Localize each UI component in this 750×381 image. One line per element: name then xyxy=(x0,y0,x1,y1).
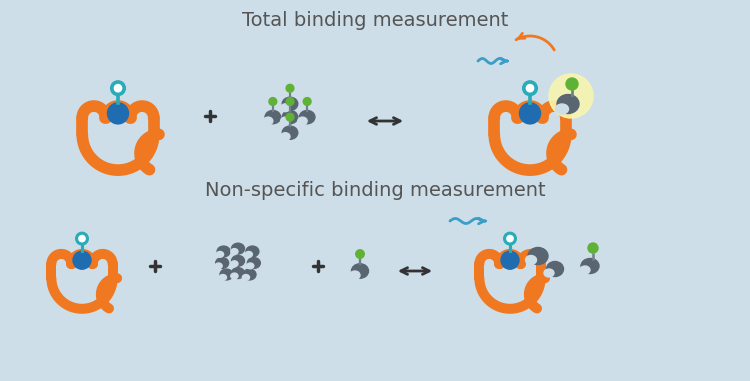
Ellipse shape xyxy=(280,104,290,112)
Ellipse shape xyxy=(248,258,260,268)
Circle shape xyxy=(111,81,125,96)
Ellipse shape xyxy=(247,263,254,269)
Circle shape xyxy=(520,103,541,124)
Ellipse shape xyxy=(246,246,259,257)
Ellipse shape xyxy=(231,273,238,279)
Text: Non-specific binding measurement: Non-specific binding measurement xyxy=(205,181,545,200)
Ellipse shape xyxy=(242,275,250,280)
Ellipse shape xyxy=(557,94,579,114)
Circle shape xyxy=(504,232,516,245)
Ellipse shape xyxy=(280,117,290,125)
Ellipse shape xyxy=(580,266,590,274)
Circle shape xyxy=(286,113,294,121)
Ellipse shape xyxy=(282,126,298,139)
Ellipse shape xyxy=(299,110,315,124)
Ellipse shape xyxy=(220,269,233,280)
Ellipse shape xyxy=(231,261,238,267)
Ellipse shape xyxy=(217,251,223,257)
Circle shape xyxy=(501,251,519,269)
Ellipse shape xyxy=(217,246,230,257)
Ellipse shape xyxy=(265,110,280,124)
Circle shape xyxy=(286,98,294,106)
Circle shape xyxy=(73,251,91,269)
Circle shape xyxy=(76,232,88,245)
Ellipse shape xyxy=(556,104,568,114)
Circle shape xyxy=(588,243,598,253)
Ellipse shape xyxy=(282,97,298,110)
Ellipse shape xyxy=(232,255,244,266)
Circle shape xyxy=(269,98,277,106)
Ellipse shape xyxy=(352,264,368,278)
Circle shape xyxy=(286,84,294,92)
Ellipse shape xyxy=(215,263,222,269)
Text: Total binding measurement: Total binding measurement xyxy=(242,11,509,30)
Ellipse shape xyxy=(243,269,256,280)
Ellipse shape xyxy=(581,258,599,274)
Ellipse shape xyxy=(232,268,244,279)
Ellipse shape xyxy=(298,117,307,125)
Circle shape xyxy=(356,250,364,258)
Circle shape xyxy=(549,74,593,118)
Ellipse shape xyxy=(282,110,298,124)
Circle shape xyxy=(566,78,578,90)
Ellipse shape xyxy=(544,269,554,277)
Ellipse shape xyxy=(528,248,548,264)
Circle shape xyxy=(79,235,86,242)
Ellipse shape xyxy=(280,133,290,141)
Ellipse shape xyxy=(526,256,536,264)
Ellipse shape xyxy=(232,243,244,254)
Ellipse shape xyxy=(231,248,238,255)
Ellipse shape xyxy=(547,261,563,277)
Ellipse shape xyxy=(219,275,226,280)
Circle shape xyxy=(507,235,513,242)
Circle shape xyxy=(114,85,122,92)
Circle shape xyxy=(303,98,311,106)
Ellipse shape xyxy=(216,258,229,268)
Circle shape xyxy=(523,81,537,96)
Ellipse shape xyxy=(263,117,273,125)
Ellipse shape xyxy=(245,251,253,257)
Ellipse shape xyxy=(350,271,360,280)
Circle shape xyxy=(526,85,534,92)
Circle shape xyxy=(107,103,128,124)
